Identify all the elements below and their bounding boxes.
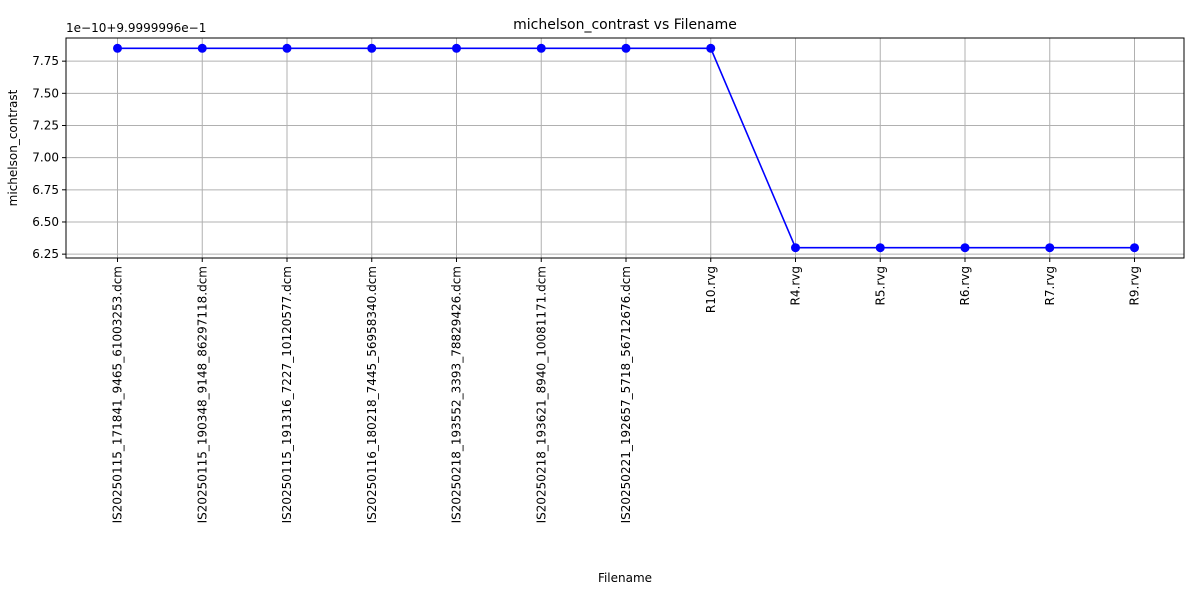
chart-title: michelson_contrast vs Filename [513, 17, 737, 33]
x-tick-label: R10.rvg [704, 266, 718, 313]
y-tick-label: 7.00 [32, 151, 59, 165]
y-tick-label: 7.50 [32, 86, 59, 100]
x-tick-label: IS20250218_193552_3393_78829426.dcm [450, 266, 464, 523]
data-point [1045, 243, 1055, 253]
x-tick-label: R4.rvg [789, 266, 803, 305]
data-point [197, 43, 207, 53]
series-michelson-contrast [113, 43, 1139, 253]
data-point [706, 43, 716, 53]
data-point [875, 243, 885, 253]
x-tick-label: IS20250116_180218_7445_56958340.dcm [365, 266, 379, 523]
y-offset-label: 1e−10+9.9999996e−1 [66, 21, 206, 35]
x-tick-label: IS20250115_191316_7227_10120577.dcm [280, 266, 294, 523]
data-point [960, 243, 970, 253]
data-point [621, 43, 631, 53]
data-point [452, 43, 461, 53]
data-point [791, 243, 800, 253]
y-tick-label: 6.25 [32, 247, 59, 261]
y-axis-label: michelson_contrast [6, 89, 20, 206]
y-tick-label: 7.75 [32, 54, 59, 68]
x-tick-label: R9.rvg [1128, 266, 1142, 305]
y-tick-label: 6.50 [32, 215, 59, 229]
x-tick-label: IS20250221_192657_5718_56712676.dcm [619, 266, 633, 523]
y-tick-label: 6.75 [32, 183, 59, 197]
data-point [113, 43, 122, 53]
data-point [282, 43, 292, 53]
x-tick-label: R7.rvg [1043, 266, 1057, 305]
data-point [536, 43, 546, 53]
y-axis-ticks: 6.25 6.50 6.75 7.00 7.25 7.50 7.75 [32, 54, 66, 261]
plot-area [65, 37, 1185, 259]
x-tick-label: R6.rvg [958, 266, 972, 305]
data-point [367, 43, 377, 53]
x-axis-label: Filename [598, 571, 652, 585]
x-tick-label: IS20250115_190348_9148_86297118.dcm [195, 266, 209, 523]
data-point [1130, 243, 1139, 253]
x-tick-label: IS20250218_193621_8940_10081171.dcm [534, 266, 548, 523]
x-tick-label: IS20250115_171841_9465_61003253.dcm [111, 266, 125, 523]
grid-lines [66, 38, 1184, 258]
x-axis-ticks: IS20250115_171841_9465_61003253.dcm IS202… [111, 258, 1142, 523]
x-tick-label: R5.rvg [873, 266, 887, 305]
y-tick-label: 7.25 [32, 118, 59, 132]
